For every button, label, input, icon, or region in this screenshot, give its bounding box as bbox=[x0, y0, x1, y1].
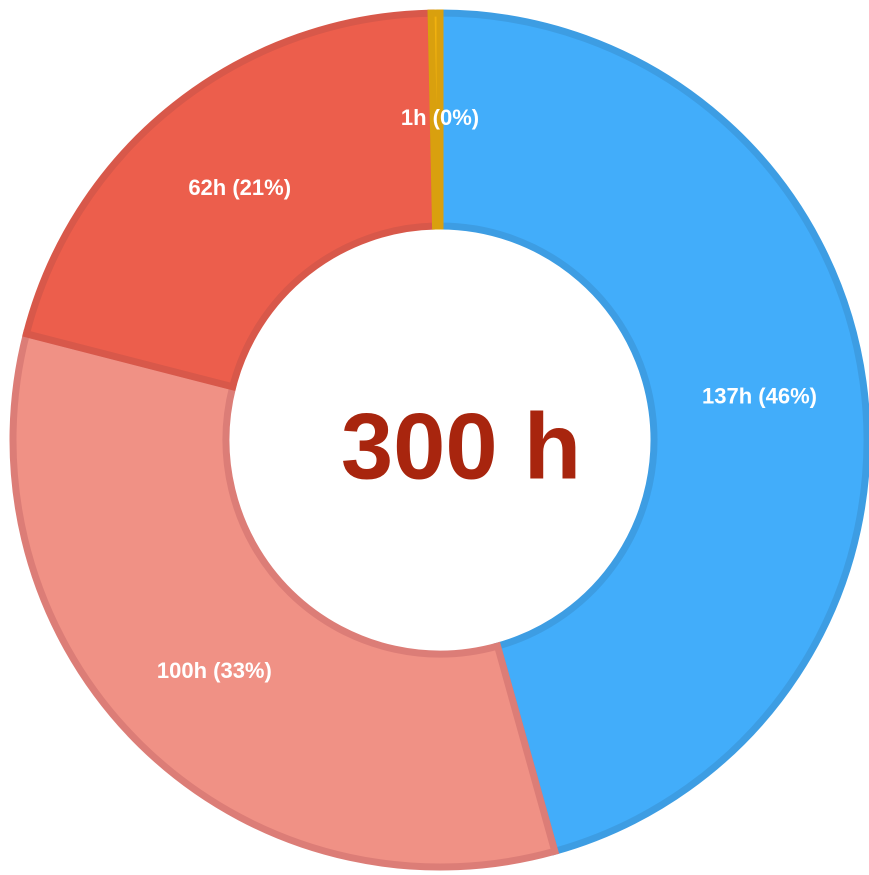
slice-data-label-3: 1h (0%) bbox=[401, 105, 479, 130]
center-total-label: 300 h bbox=[341, 394, 581, 499]
slice-data-label-0: 137h (46%) bbox=[702, 384, 817, 409]
labels-layer: 137h (46%) 100h (33%) 62h (21%) 1h (0%) bbox=[157, 105, 817, 683]
slice-data-label-1: 100h (33%) bbox=[157, 658, 272, 683]
slices-layer bbox=[9, 9, 869, 871]
slice-data-label-2: 62h (21%) bbox=[188, 175, 291, 200]
donut-slice-1[interactable] bbox=[9, 329, 560, 871]
donut-slice-0[interactable] bbox=[436, 9, 869, 856]
donut-slice-2[interactable] bbox=[22, 9, 440, 392]
donut-slice-3[interactable] bbox=[427, 9, 444, 230]
